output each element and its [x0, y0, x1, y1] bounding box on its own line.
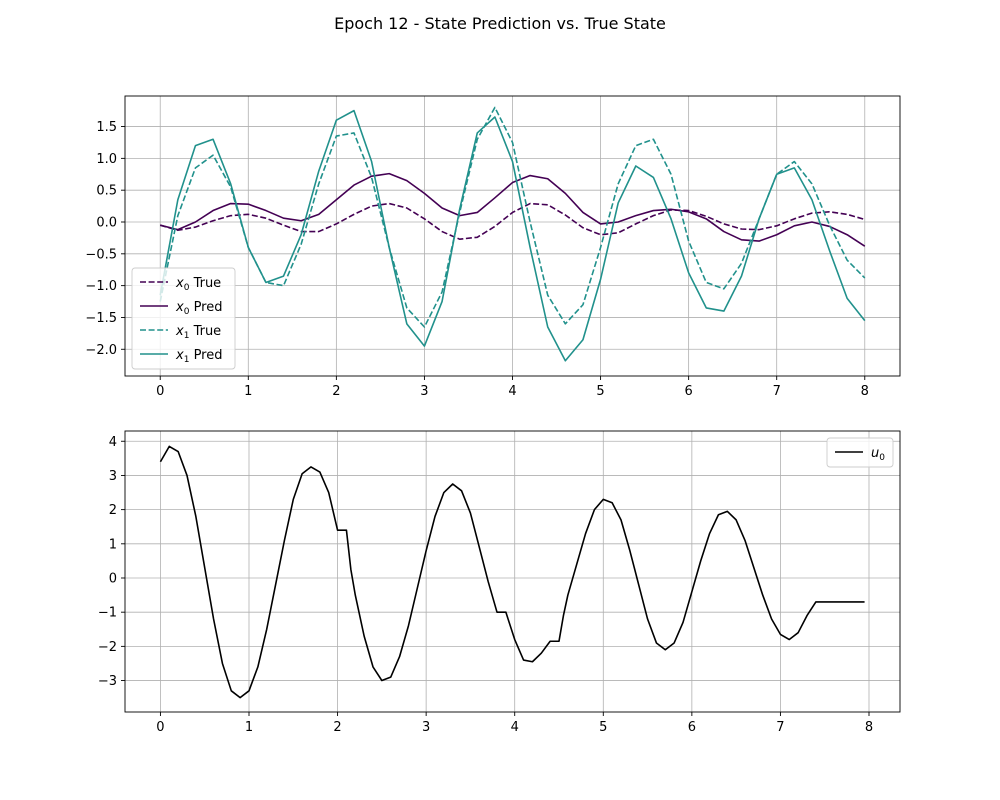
- panel1-xtick-label-8: 8: [865, 720, 873, 735]
- panel0-ytick-label-5: 0.5: [96, 184, 117, 199]
- panel1-ytick-label-4: 1: [109, 537, 117, 552]
- panel0-series-group: [159, 106, 866, 362]
- panel1-legend-label-0: u0: [871, 446, 885, 463]
- panel1-ytick-label-1: −2: [98, 640, 117, 655]
- panel0-ytick-label-3: −0.5: [85, 247, 117, 262]
- panel1-series-line-0: [159, 445, 865, 699]
- panel0-legend-label-1: x0 Pred: [175, 300, 223, 317]
- panel1-series-group: [159, 445, 865, 699]
- panel0-xtick-label-3: 3: [420, 384, 428, 399]
- panel0-xtick-label-4: 4: [508, 384, 516, 399]
- panel1-xtick-label-3: 3: [422, 720, 430, 735]
- panel1-ytick-label-0: −3: [98, 674, 117, 689]
- panel0-xtick-label-6: 6: [684, 384, 692, 399]
- panel1-xtick-label-4: 4: [511, 720, 519, 735]
- panel0-ytick-label-7: 1.5: [96, 120, 117, 135]
- panel0-ytick-label-0: −2.0: [85, 343, 117, 358]
- panel0-series-line-2: [159, 106, 866, 328]
- panel1-xtick-label-6: 6: [688, 720, 696, 735]
- panel1-xtick-label-1: 1: [245, 720, 253, 735]
- panel1-ytick-label-5: 2: [109, 503, 117, 518]
- panel1-xtick-label-5: 5: [599, 720, 607, 735]
- panel0-series-line-0: [160, 202, 865, 240]
- panel1-xtick-label-0: 0: [156, 720, 164, 735]
- panel1-xtick-label-7: 7: [776, 720, 784, 735]
- state-prediction-plot: 0 1 2 3 4 5 6 7 8 −2.0 −1.5 −1.0 −0.5 0.0 0.5 1.0 1.5 x0 …: [85, 95, 901, 399]
- panel0-ytick-label-6: 1.0: [96, 152, 117, 167]
- control-input-plot: 0 1 2 3 4 5 6 7 8 −3 −2 −1 0 1 2 3 4 u0: [98, 430, 901, 735]
- panel1-ytick-label-7: 4: [109, 435, 117, 450]
- panel0-legend-label-3: x1 Pred: [175, 348, 223, 365]
- panel0-xtick-label-1: 1: [244, 384, 252, 399]
- panel0-legend-label-2: x1 True: [175, 324, 221, 341]
- panel1-grid: [125, 431, 900, 712]
- panel0-xtick-label-5: 5: [596, 384, 604, 399]
- panel0-xtick-label-0: 0: [156, 384, 164, 399]
- panel0-series-line-1: [160, 172, 866, 247]
- panel1-legend: u0: [826, 437, 894, 468]
- panel0-series-line-3: [159, 109, 866, 362]
- panel1-ytick-label-2: −1: [98, 606, 117, 621]
- panel0-legend-box: [131, 267, 236, 370]
- panel1-ytick-label-3: 0: [109, 571, 117, 586]
- panel0-ytick-label-2: −1.0: [85, 279, 117, 294]
- panel0-xtick-label-7: 7: [773, 384, 781, 399]
- panel0-ytick-label-4: 0.0: [96, 216, 117, 231]
- panel1-ytick-label-6: 3: [109, 469, 117, 484]
- panel0-ytick-label-1: −1.5: [85, 311, 117, 326]
- panel0-legend-label-0: x0 True: [175, 276, 221, 293]
- figure-title: Epoch 12 - State Prediction vs. True Sta…: [334, 14, 666, 33]
- panel1-axes-frame: [124, 430, 901, 713]
- panel0-legend: x0 True x0 Pred x1 True x1 Pred: [131, 267, 236, 370]
- panel0-xtick-label-8: 8: [861, 384, 869, 399]
- panel0-xtick-label-2: 2: [332, 384, 340, 399]
- panel1-xtick-label-2: 2: [333, 720, 341, 735]
- panel0-grid: [125, 96, 900, 376]
